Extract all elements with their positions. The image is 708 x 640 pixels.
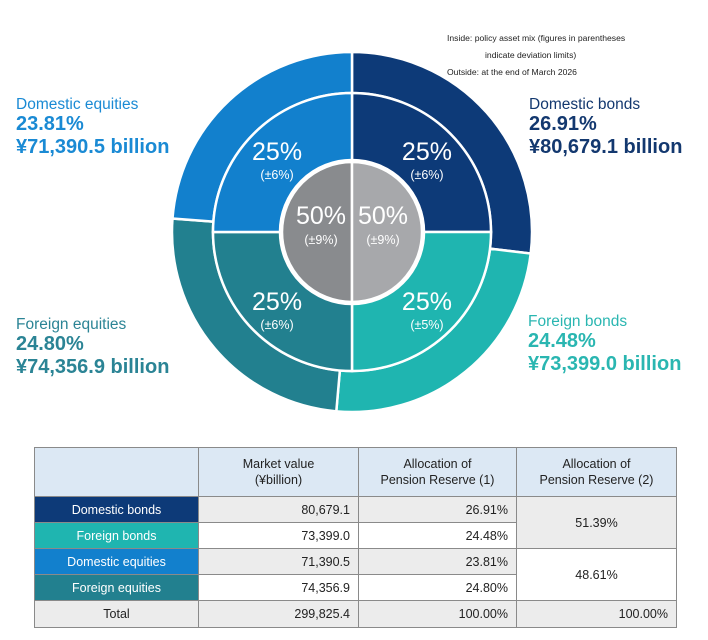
row-market-value: 71,390.5 xyxy=(198,548,359,575)
row-name: Domestic equities xyxy=(34,548,199,575)
table-header-alloc1: Allocation of Pension Reserve (1) xyxy=(358,447,517,497)
policy-value-label: 25% xyxy=(402,138,452,166)
row-alloc1: 24.80% xyxy=(358,574,517,601)
row-alloc1: 24.48% xyxy=(358,522,517,549)
label-percent: 24.80% xyxy=(16,333,84,356)
label-domestic-bonds: Domestic bonds 26.91% ¥80,679.1 billion xyxy=(529,96,682,158)
policy-limit-label: (±6%) xyxy=(410,168,443,182)
label-foreign-equities: Foreign equities 24.80% ¥74,356.9 billio… xyxy=(16,316,169,378)
center-slice-right xyxy=(350,160,424,304)
table-header-alloc2: Allocation of Pension Reserve (2) xyxy=(516,447,677,497)
policy-value-label: 25% xyxy=(252,288,302,316)
label-percent: 24.48% xyxy=(528,330,596,353)
note-line-1: Inside: policy asset mix (figures in par… xyxy=(447,33,626,43)
policy-slice-foreign-bonds xyxy=(350,230,493,373)
label-name: Domestic bonds xyxy=(529,96,641,113)
table-header-row: Market value (¥billion) Allocation of Pe… xyxy=(34,447,677,497)
header-text: Allocation of Pension Reserve (1) xyxy=(380,457,495,487)
note-line-3: Outside: at the end of March 2026 xyxy=(447,67,577,77)
table-row: Domestic bonds 80,679.1 26.91% 51.39% xyxy=(34,496,677,549)
total-alloc2: 100.00% xyxy=(516,600,677,628)
asset-mix-donut-chart: 25% (±6%) 25% (±5%) 25% (±6%) 25% (±6%) 50% (±9%)… xyxy=(170,50,534,414)
label-amount: ¥71,390.5 billion xyxy=(16,135,170,158)
center-limit-label: (±9%) xyxy=(304,233,337,247)
row-market-value: 74,356.9 xyxy=(198,574,359,601)
table-row: Foreign equities 74,356.9 24.80% xyxy=(34,574,677,601)
policy-value-label: 25% xyxy=(402,288,452,316)
policy-value-label: 25% xyxy=(252,138,302,166)
center-slice-left xyxy=(280,160,354,304)
row-name: Domestic bonds xyxy=(34,496,199,523)
label-percent: 26.91% xyxy=(529,113,597,136)
chart-note: Inside: policy asset mix (figures in par… xyxy=(447,30,697,81)
label-amount: ¥73,399.0 billion xyxy=(528,352,682,375)
policy-limit-label: (±6%) xyxy=(260,168,293,182)
row-name: Foreign bonds xyxy=(34,522,199,549)
note-line-2: indicate deviation limits) xyxy=(485,50,577,60)
label-foreign-bonds: Foreign bonds 24.48% ¥73,399.0 billion xyxy=(528,313,681,375)
label-percent: 23.81% xyxy=(16,113,84,136)
table-row: Foreign bonds 73,399.0 24.48% xyxy=(34,522,677,549)
policy-slice-domestic-equities xyxy=(211,91,354,234)
row-market-value: 80,679.1 xyxy=(198,496,359,523)
label-amount: ¥80,679.1 billion xyxy=(529,135,683,158)
label-name: Foreign equities xyxy=(16,316,127,333)
label-domestic-equities: Domestic equities 23.81% ¥71,390.5 billi… xyxy=(16,96,169,158)
label-name: Domestic equities xyxy=(16,96,139,113)
total-name: Total xyxy=(34,600,199,628)
total-alloc1: 100.00% xyxy=(358,600,517,628)
center-limit-label: (±9%) xyxy=(366,233,399,247)
label-amount: ¥74,356.9 billion xyxy=(16,355,170,378)
bonds-alloc2: 51.39% xyxy=(516,496,677,549)
center-value-label: 50% xyxy=(358,202,408,230)
policy-slice-domestic-bonds xyxy=(350,91,493,234)
table-total-row: Total 299,825.4 100.00% 100.00% xyxy=(34,600,677,628)
table-header-blank xyxy=(34,447,199,497)
table-header-market-value: Market value (¥billion) xyxy=(198,447,359,497)
label-name: Foreign bonds xyxy=(528,313,628,330)
table-row: Domestic equities 71,390.5 23.81% 48.61% xyxy=(34,548,677,601)
row-market-value: 73,399.0 xyxy=(198,522,359,549)
total-market-value: 299,825.4 xyxy=(198,600,359,628)
row-alloc1: 23.81% xyxy=(358,548,517,575)
row-alloc1: 26.91% xyxy=(358,496,517,523)
policy-limit-label: (±5%) xyxy=(410,318,443,332)
header-text: Market value (¥billion) xyxy=(242,457,315,487)
allocation-table: Market value (¥billion) Allocation of Pe… xyxy=(34,447,677,628)
equities-alloc2: 48.61% xyxy=(516,548,677,601)
row-name: Foreign equities xyxy=(34,574,199,601)
center-value-label: 50% xyxy=(296,202,346,230)
header-text: Allocation of Pension Reserve (2) xyxy=(539,457,654,487)
policy-slice-foreign-equities xyxy=(211,230,354,373)
policy-limit-label: (±6%) xyxy=(260,318,293,332)
